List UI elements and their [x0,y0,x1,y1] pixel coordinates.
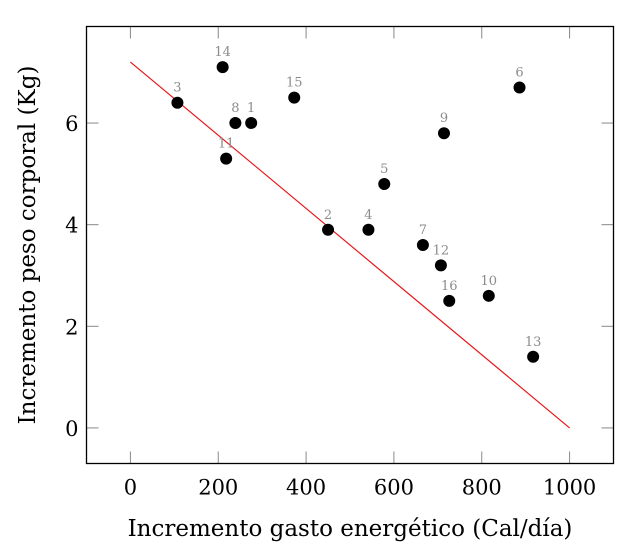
data-point [220,152,233,165]
regression-line-layer [130,61,570,429]
data-point [443,294,456,307]
regression-line [130,61,570,429]
data-point [322,223,335,236]
x-axis-label: Incremento gasto energético (Cal/día) [128,516,573,542]
data-point [288,91,301,104]
x-tick-label: 600 [374,476,414,500]
point-label: 15 [286,76,303,91]
point-label: 12 [433,243,450,258]
data-point [216,61,229,74]
plot-frame [85,25,615,465]
y-tick-label: 4 [65,214,78,238]
point-label: 4 [364,208,372,223]
y-tick-label: 2 [65,315,78,339]
data-point [513,81,526,94]
point-label: 1 [247,101,255,116]
y-tick-label: 6 [65,112,78,136]
x-tick-label: 800 [462,476,502,500]
data-point [229,117,242,130]
point-label: 5 [380,162,388,177]
point-label: 6 [515,65,523,80]
data-point [527,350,540,363]
data-point [245,117,258,130]
x-tick-label: 200 [198,476,238,500]
data-point [416,239,429,251]
x-tick-label: 400 [286,476,326,500]
point-label: 10 [481,274,498,289]
point-label: 2 [324,208,332,223]
point-label: 13 [525,335,542,350]
y-tick-label: 0 [65,417,78,441]
data-point [362,223,375,236]
x-tick-label: 0 [124,476,137,500]
point-label: 7 [419,223,427,238]
point-label: 16 [441,279,458,294]
data-point [437,127,450,140]
point-label: 3 [173,81,181,96]
x-axis-ticks: 0 200 400 600 800 1000 [124,26,596,500]
y-axis-ticks: 0 2 4 6 [65,112,614,441]
data-point [171,96,184,109]
data-point [482,289,495,302]
x-tick-label: 1000 [543,476,596,500]
y-axis-label: Incremento peso corporal (Kg) [15,66,41,425]
point-label: 14 [214,45,231,60]
data-point [434,259,447,272]
point-label: 8 [231,101,239,116]
data-point [378,178,391,191]
point-label: 9 [440,111,448,126]
point-label: 11 [218,137,235,152]
